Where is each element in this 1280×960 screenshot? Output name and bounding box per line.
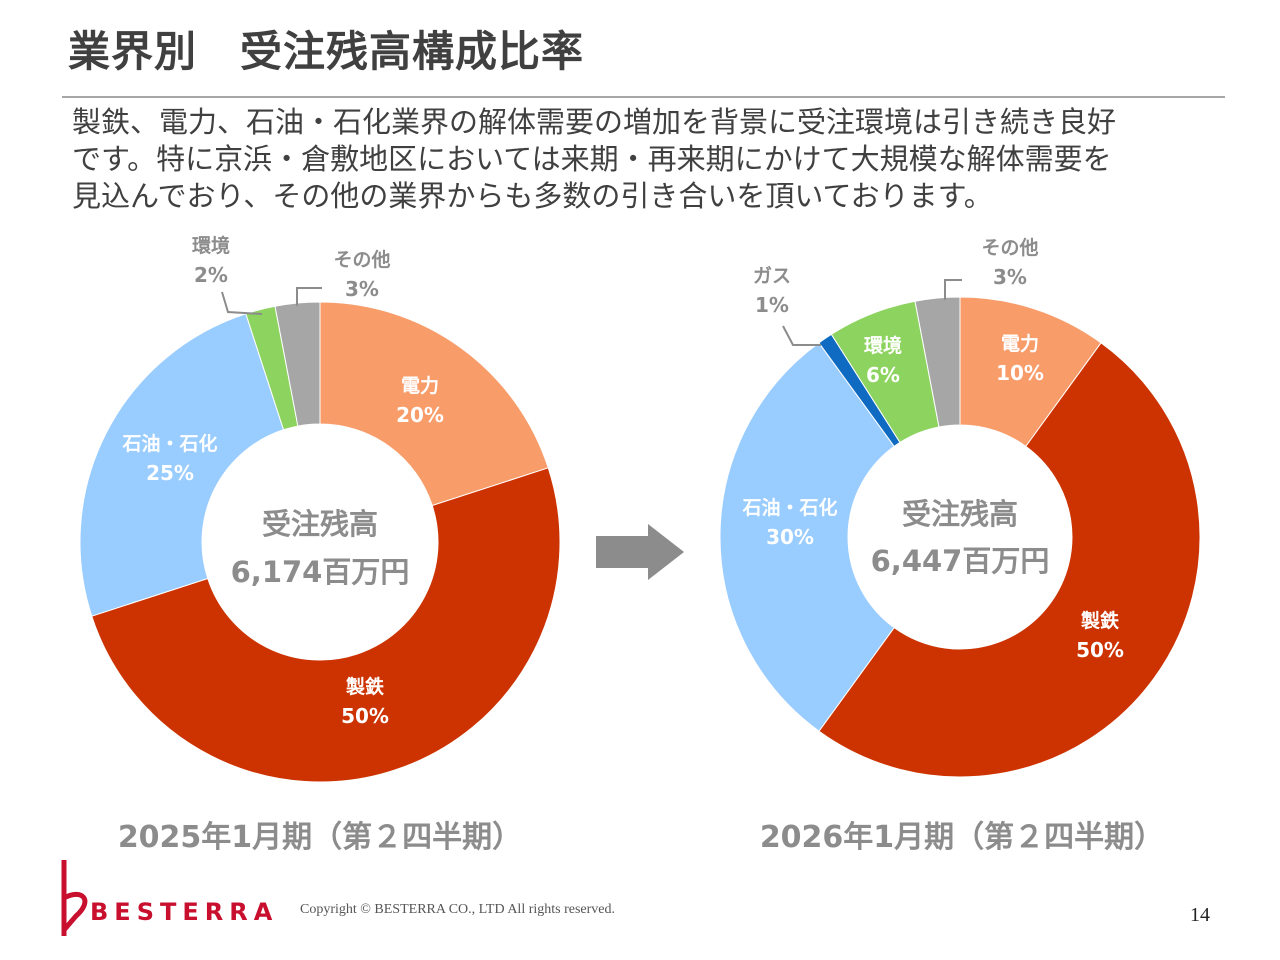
leader-line <box>782 325 821 346</box>
slice-name-label: その他 <box>981 236 1038 259</box>
donut-slice <box>274 301 321 427</box>
summary-line: です。特に京浜・倉敷地区においては来期・再来期にかけて大規模な解体需要を <box>72 142 1112 176</box>
leader-line <box>944 279 962 300</box>
center-title: 受注残高 <box>902 497 1018 531</box>
slice-value-label: 50% <box>1076 638 1124 662</box>
slice-name-label: 環境 <box>864 334 902 357</box>
leader-line <box>296 287 322 306</box>
slice-value-label: 50% <box>341 704 389 728</box>
slice-value-label: 2% <box>194 263 228 287</box>
donut-slice <box>91 467 561 783</box>
svg-text:BESTERRA: BESTERRA <box>90 898 278 926</box>
slice-name-label: 石油・石化 <box>741 496 837 519</box>
title-divider <box>62 96 1225 98</box>
slice-value-label: 30% <box>766 525 814 549</box>
slice-name-label: ガス <box>753 265 791 287</box>
donut-chart-2026: 電力 10% 製鉄 50% 石油・石化 30% ガス 1% 環境 6% その他 3% 受注残高 6,447… <box>719 236 1201 778</box>
donut-slice <box>818 342 1201 778</box>
summary-line: 製鉄、電力、石油・石化業界の解体需要の増加を背景に受注環境は引き続き良好 <box>72 105 1117 139</box>
slice-name-label: 環境 <box>192 234 230 257</box>
donut-slice <box>914 296 961 428</box>
slice-value-label: 10% <box>996 361 1044 385</box>
slice-name-label: 製鉄 <box>345 675 384 698</box>
slice-value-label: 3% <box>345 277 379 301</box>
center-title: 受注残高 <box>262 507 378 541</box>
slice-name-label: 石油・石化 <box>121 432 217 455</box>
slice-value-label: 25% <box>146 461 194 485</box>
center-value: 6,447百万円 <box>871 544 1050 578</box>
slice-name-label: 電力 <box>1001 332 1039 355</box>
slice-value-label: 3% <box>993 265 1027 289</box>
page-number: 14 <box>1190 904 1210 926</box>
summary-text: 製鉄、電力、石油・石化業界の解体需要の増加を背景に受注環境は引き続き良好 です。… <box>72 104 1222 215</box>
slice-name-label: 製鉄 <box>1080 609 1119 632</box>
slice-value-label: 6% <box>866 363 900 387</box>
page-title: 業界別 受注残高構成比率 <box>68 27 585 76</box>
donut-chart-2025: 電力 20% 製鉄 50% 石油・石化 25% 環境 2% その他 3% 受注残高 6,174百万円 <box>79 234 561 783</box>
slice-value-label: 20% <box>396 403 444 427</box>
leader-line <box>221 291 263 315</box>
donut-slice <box>719 342 895 732</box>
donut-slice <box>79 313 285 617</box>
right-arrow-icon <box>596 524 684 580</box>
slice-value-label: 1% <box>755 293 789 317</box>
slice-name-label: その他 <box>333 248 390 271</box>
slice-name-label: 電力 <box>401 374 439 397</box>
summary-line: 見込んでおり、その他の業界からも多数の引き合いを頂いております。 <box>72 179 993 213</box>
period-label-2025: 2025年1月期（第２四半期） <box>117 820 523 855</box>
period-label-2026: 2026年1月期（第２四半期） <box>759 820 1165 855</box>
besterra-logo: BESTERRA <box>61 860 278 936</box>
copyright-text: Copyright © BESTERRA CO., LTD All rights… <box>300 902 616 917</box>
center-value: 6,174百万円 <box>231 555 410 589</box>
donut-slice <box>319 301 549 507</box>
